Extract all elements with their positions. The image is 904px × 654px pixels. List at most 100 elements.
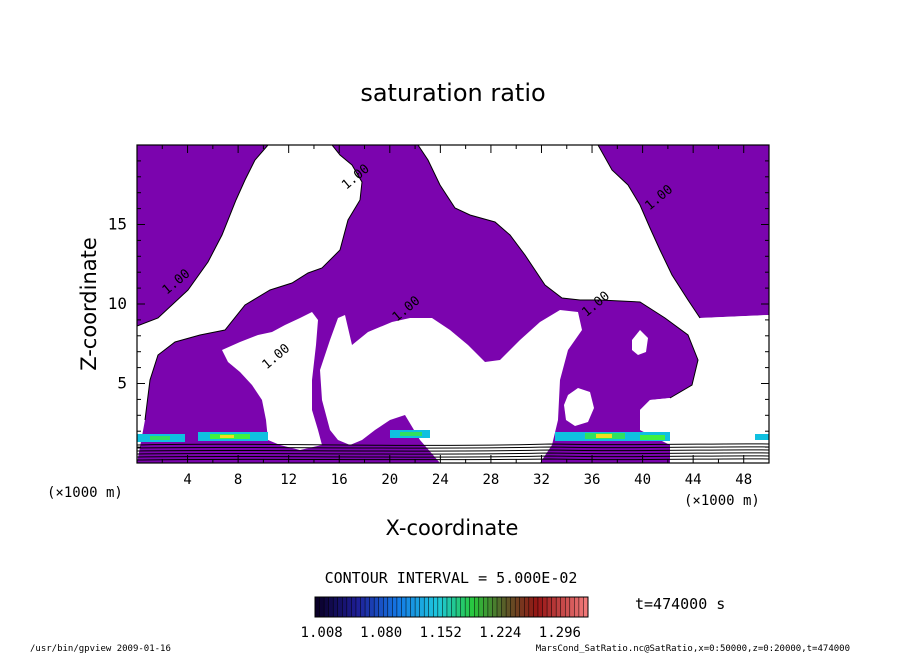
colorbar-segment — [560, 597, 566, 617]
colorbar-segment — [583, 597, 589, 617]
colorbar-segment — [351, 597, 357, 617]
colorbar-segment — [337, 597, 343, 617]
x-tick-label: 40 — [634, 472, 651, 488]
saturation-field — [137, 145, 769, 463]
colorbar-segment — [446, 597, 452, 617]
colorbar-segment — [465, 597, 471, 617]
x-unit-label-right: (×1000 m) — [684, 493, 760, 509]
unsaturated-region-left-gap — [222, 312, 322, 450]
colorbar-segment — [515, 597, 521, 617]
colorbar-segment — [547, 597, 552, 617]
x-axis: 4 8 12 16 20 24 28 32 36 40 44 48 — [161, 145, 770, 488]
x-tick-label: 12 — [280, 472, 297, 488]
colorbar-tick-label: 1.008 — [301, 625, 343, 641]
colorbar-ticks: 1.008 1.080 1.152 1.224 1.296 — [301, 625, 581, 641]
colorbar-segment — [551, 597, 557, 617]
colorbar-segment — [442, 597, 448, 617]
colorbar-segment — [501, 597, 507, 617]
colorbar-segment — [492, 597, 498, 617]
surface-contour-bands — [137, 443, 769, 461]
colorbar-segment — [365, 597, 370, 617]
colorbar-segment — [360, 597, 366, 617]
colorbar-segment — [487, 597, 493, 617]
colorbar-segment — [533, 597, 539, 617]
colorbar-segment — [510, 597, 516, 617]
x-tick-label: 4 — [183, 472, 191, 488]
x-tick-label: 44 — [685, 472, 702, 488]
colorbar-segment — [497, 597, 502, 617]
colorbar-tick-label: 1.080 — [360, 625, 402, 641]
colorbar-segment — [355, 597, 361, 617]
colorbar-segment — [478, 597, 484, 617]
colorbar-segment — [574, 597, 580, 617]
colorbar-segment — [369, 597, 375, 617]
colorbar-segment — [437, 597, 443, 617]
colorbar-segment — [396, 597, 402, 617]
x-tick-label: 24 — [432, 472, 449, 488]
colorbar-segment — [383, 597, 389, 617]
y-tick-label: 15 — [108, 215, 127, 234]
x-tick-label: 20 — [381, 472, 398, 488]
x-tick-label: 28 — [482, 472, 499, 488]
colorbar-segment — [528, 597, 534, 617]
colorbar-segment — [474, 597, 480, 617]
contour-line-1.00-b — [144, 145, 363, 421]
footer-left: /usr/bin/gpview 2009-01-16 — [30, 644, 171, 654]
colorbar-segment — [469, 597, 475, 617]
chart-title: saturation ratio — [360, 79, 545, 107]
colorbar-segment — [565, 597, 571, 617]
colorbar-segment — [460, 597, 466, 617]
colorbar-segment — [410, 597, 416, 617]
y-axis-title: Z-coordinate — [77, 237, 101, 371]
unsaturated-region-center — [320, 310, 582, 463]
x-tick-label: 36 — [584, 472, 601, 488]
colorbar-segment — [519, 597, 525, 617]
colorbar-segment — [324, 597, 330, 617]
colorbar-segment — [319, 597, 325, 617]
colorbar-segment — [537, 597, 543, 617]
unsaturated-region-upper-east — [640, 302, 769, 445]
unsaturated-region-right-pocket — [564, 388, 594, 426]
unsaturated-region-right-small — [632, 330, 648, 355]
contour-line-1.00 — [137, 145, 269, 327]
y-axis: 5 10 15 — [108, 160, 769, 448]
colorbar-segment — [556, 597, 562, 617]
plot-area: 1.001.001.001.00 1.001.00 4 8 12 16 20 24 28 32 3… — [108, 144, 770, 488]
colorbar-segment — [569, 597, 575, 617]
x-unit-label-left: (×1000 m) — [47, 485, 123, 501]
x-tick-label: 32 — [533, 472, 550, 488]
colorbar-segment — [315, 597, 320, 617]
contour-line-1.00-d — [597, 145, 701, 319]
supersaturated-region-main — [137, 145, 268, 326]
contour-line-1.00-c — [417, 145, 699, 399]
colorbar-segment — [424, 597, 430, 617]
colorbar-frame — [314, 596, 589, 618]
near-surface-hotspots — [137, 430, 769, 442]
colorbar-segment — [406, 597, 411, 617]
colorbar-segment — [428, 597, 434, 617]
x-tick-label: 16 — [331, 472, 348, 488]
colorbar — [314, 597, 589, 617]
colorbar-tick-label: 1.152 — [420, 625, 462, 641]
colorbar-segment — [524, 597, 530, 617]
contour-interval-text: CONTOUR INTERVAL = 5.000E-02 — [325, 569, 578, 587]
colorbar-segment — [483, 597, 489, 617]
colorbar-segment — [433, 597, 439, 617]
colorbar-segment — [333, 597, 339, 617]
colorbar-segment — [401, 597, 407, 617]
x-tick-label: 48 — [735, 472, 752, 488]
colorbar-segment — [542, 597, 548, 617]
colorbar-tick-label: 1.296 — [539, 625, 581, 641]
colorbar-segment — [374, 597, 380, 617]
colorbar-segment — [456, 597, 461, 617]
colorbar-segment — [392, 597, 398, 617]
footer-right: MarsCond_SatRatio.nc@SatRatio,x=0:50000,… — [536, 644, 850, 654]
colorbar-segment — [378, 597, 384, 617]
x-axis-title: X-coordinate — [386, 516, 519, 540]
colorbar-segment — [415, 597, 421, 617]
colorbar-segment — [328, 597, 334, 617]
colorbar-segment — [451, 597, 457, 617]
x-tick-label: 8 — [234, 472, 242, 488]
colorbar-segment — [419, 597, 425, 617]
